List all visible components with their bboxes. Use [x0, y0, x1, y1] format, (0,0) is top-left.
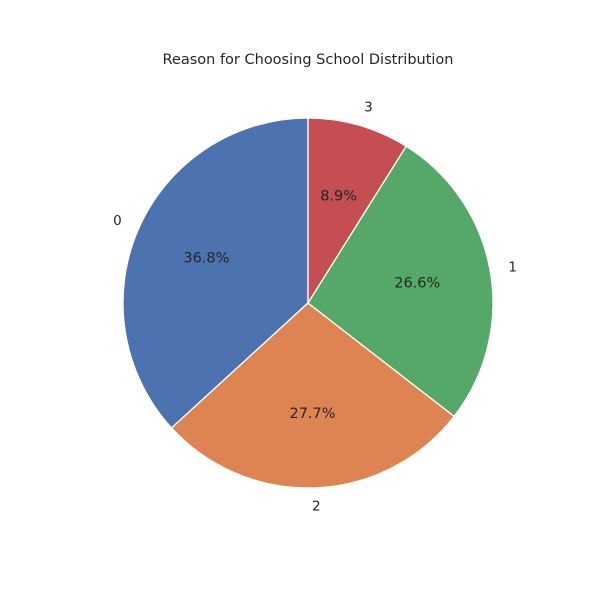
pie-slice-1: [307, 145, 494, 418]
pie-slices: [122, 117, 494, 489]
slice-label-0: 0: [113, 213, 122, 229]
slice-label-1: 1: [508, 259, 517, 275]
pie-labels: 0 36.8% 2 27.7% 1 26.6% 3 8.9%: [113, 99, 517, 514]
pie-slice-2: [170, 302, 456, 489]
slice-percent-1: 26.6%: [394, 276, 440, 292]
slice-percent-3: 8.9%: [320, 188, 357, 204]
slice-percent-2: 27.7%: [289, 406, 335, 422]
chart-title: Reason for Choosing School Distribution: [163, 52, 454, 68]
pie-slice-0: [122, 117, 309, 429]
pie-slice-3: [307, 117, 408, 306]
slice-label-3: 3: [364, 99, 373, 115]
slice-percent-0: 36.8%: [183, 250, 229, 266]
slice-label-2: 2: [312, 498, 321, 514]
